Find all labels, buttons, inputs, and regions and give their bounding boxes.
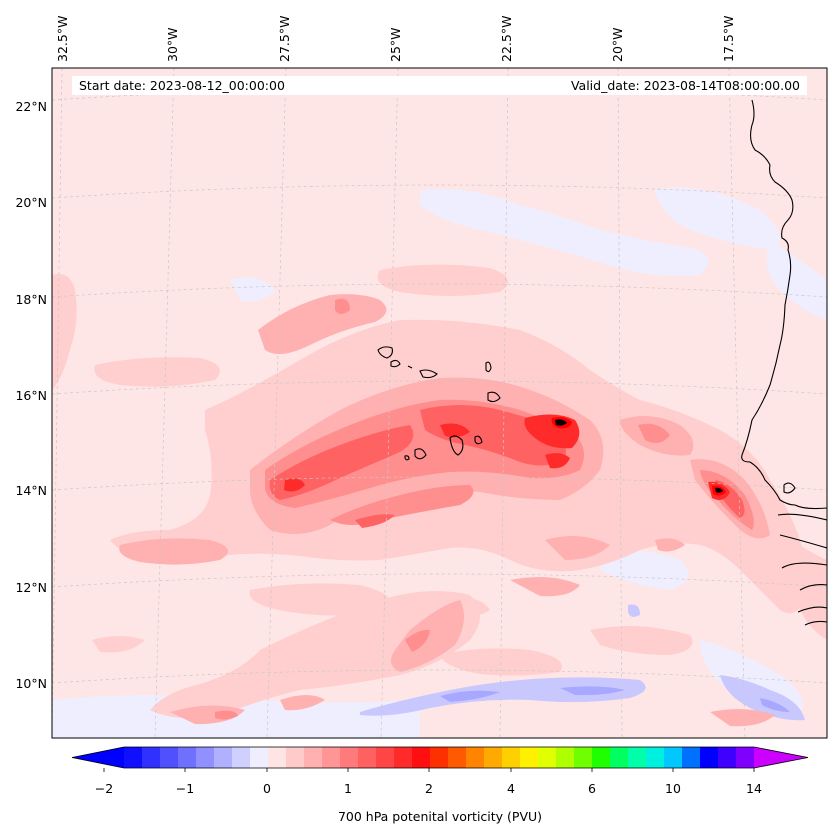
pv-core-maxima [551,417,726,496]
date-strip-background [72,76,807,95]
colorbar-swatch [250,747,269,768]
colorbar-swatch [502,747,521,768]
colorbar-swatch [196,747,215,768]
colorbar-swatch [214,747,233,768]
colorbar-swatch [340,747,359,768]
latitude-labels: 22°N 20°N 18°N 16°N 14°N 12°N 10°N [15,99,47,691]
colorbar-swatch [538,747,557,768]
colorbar-tick-label: 14 [746,781,762,796]
colorbar-swatch [268,747,287,768]
colorbar-swatch [430,747,449,768]
colorbar-swatch [628,747,647,768]
colorbar-swatch [574,747,593,768]
colorbar-tick-label: 6 [588,781,596,796]
lat-label-10n: 10°N [15,676,47,691]
colorbar-swatch [124,747,143,768]
colorbar-swatch [610,747,629,768]
colorbar-swatch [142,747,161,768]
colorbar-tick-label: 4 [507,781,515,796]
colorbar-outline [71,746,809,769]
start-date-label: Start date: 2023-08-12_00:00:00 [79,78,285,93]
colorbar-tick-label: −2 [95,781,113,796]
pv-negative-core [440,686,790,712]
colorbar [71,746,809,772]
colorbar-swatch [376,747,395,768]
colorbar-swatch [412,747,431,768]
lat-label-18n: 18°N [15,292,47,307]
colorbar-swatch [556,747,575,768]
colorbar-swatch [718,747,737,768]
colorbar-swatch [484,747,503,768]
colorbar-over-arrow [754,747,808,768]
colorbar-swatch [700,747,719,768]
lat-label-12n: 12°N [15,580,47,595]
colorbar-swatch [394,747,413,768]
colorbar-swatch [592,747,611,768]
lat-label-14n: 14°N [15,483,47,498]
colorbar-swatch [322,747,341,768]
colorbar-swatch [520,747,539,768]
colorbar-swatch [358,747,377,768]
colorbar-swatch [160,747,179,768]
colorbar-swatch [646,747,665,768]
lon-label-20w: 20°W [610,27,625,62]
colorbar-swatch [304,747,323,768]
colorbar-tick-label: 2 [425,781,433,796]
colorbar-title: 700 hPa potenital vorticity (PVU) [338,809,542,824]
colorbar-tick-label: 10 [665,781,681,796]
colorbar-under-arrow [72,747,124,768]
colorbar-swatch [664,747,683,768]
colorbar-swatch [736,747,755,768]
map-frame [51,67,828,739]
colorbar-tick-labels: −2 −1 0 1 2 4 6 10 14 [95,781,762,796]
colorbar-tick-label: 0 [263,781,271,796]
colorbar-swatch [466,747,485,768]
lon-label-32-5w: 32.5°W [55,16,70,62]
colorbar-swatch [286,747,305,768]
lon-label-30w: 30°W [165,27,180,62]
cape-verde-islands [377,346,501,461]
lon-label-25w: 25°W [388,27,403,62]
colorbar-tick-label: 1 [344,781,352,796]
lat-label-22n: 22°N [15,99,47,114]
map-panel [52,68,827,738]
colorbar-swatch [232,747,251,768]
colorbar-tick-label: −1 [176,781,194,796]
lon-label-22-5w: 22.5°W [499,16,514,62]
lat-label-20n: 20°N [15,195,47,210]
colorbar-swatch [448,747,467,768]
longitude-labels: 32.5°W 30°W 27.5°W 25°W 22.5°W 20°W 17.5… [55,16,736,62]
lon-label-17-5w: 17.5°W [721,16,736,62]
lat-label-16n: 16°N [15,388,47,403]
colorbar-swatch [178,747,197,768]
africa-coastline [741,99,827,510]
coastlines [741,99,827,626]
gridlines [52,68,827,738]
colorbar-swatch [682,747,701,768]
valid-date-label: Valid_date: 2023-08-14T08:00:00.00 [571,78,800,93]
lon-label-27-5w: 27.5°W [277,16,292,62]
